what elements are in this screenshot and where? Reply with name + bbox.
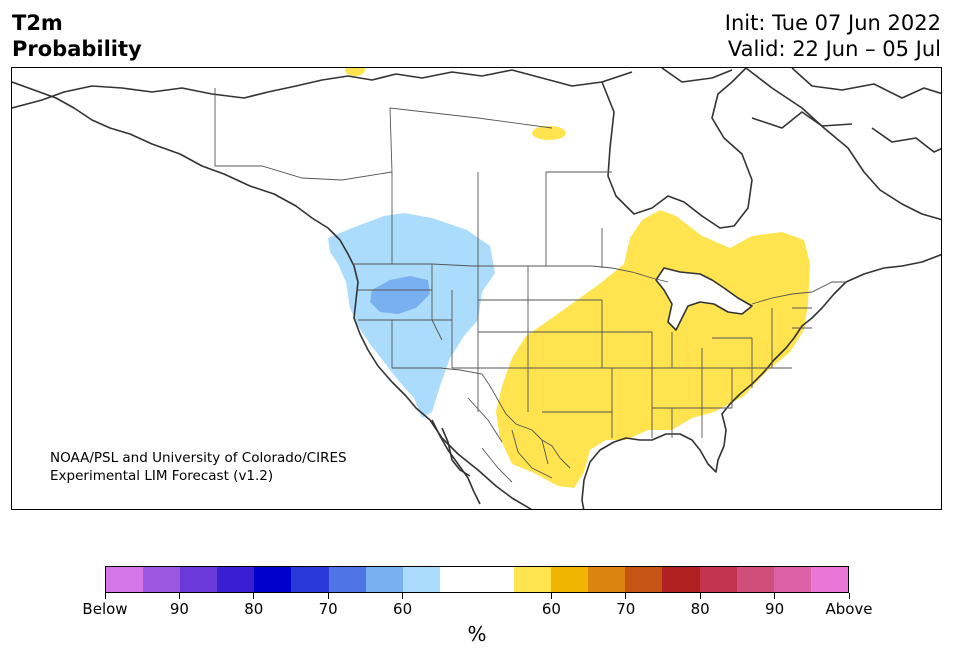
- coastline-arctic: [12, 69, 633, 109]
- coastline-greenland: [791, 68, 941, 99]
- colorbar-unit-label: %: [467, 622, 487, 646]
- colorbar-segment: [106, 567, 144, 592]
- colorbar-tick: [402, 593, 404, 599]
- colorbar-segment: [476, 567, 515, 592]
- colorbar-segment: [143, 567, 181, 592]
- colorbar-segment: [773, 567, 811, 592]
- data-source-credit: NOAA/PSL and University of Colorado/CIRE…: [50, 449, 347, 485]
- forecast-dates: Init: Tue 07 Jun 2022 Valid: 22 Jun – 05…: [725, 10, 941, 62]
- colorbar-tick: [774, 593, 776, 599]
- colorbar-segment: [736, 567, 774, 592]
- colorbar-label: 60: [541, 600, 561, 618]
- colorbar-label: 60: [393, 600, 413, 618]
- us-canada-border: [352, 263, 846, 305]
- coastline-gulf: [581, 433, 725, 509]
- valid-period: Valid: 22 Jun – 05 Jul: [727, 37, 941, 61]
- coastlines: [12, 68, 941, 509]
- colorbar-label: 90: [169, 600, 189, 618]
- coastline-pacific: [12, 81, 533, 509]
- great-lakes: [655, 267, 753, 331]
- colorbar-segment: [625, 567, 663, 592]
- colorbar-label: 80: [244, 600, 264, 618]
- colorbar-tick: [178, 593, 180, 599]
- coastline-baja: [431, 419, 481, 505]
- colorbar-segment: [254, 567, 292, 592]
- below-normal-core-northwest: [370, 276, 430, 314]
- colorbar-tick: [550, 593, 552, 599]
- colorbar-tick: [848, 593, 850, 599]
- colorbar-segment: [217, 567, 255, 592]
- colorbar-segment: [662, 567, 700, 592]
- colorbar-segment: [328, 567, 366, 592]
- colorbar-tick: [699, 593, 701, 599]
- map-panel: NOAA/PSL and University of Colorado/CIRE…: [11, 67, 942, 510]
- above-normal-patch-arctic: [532, 126, 566, 140]
- colorbar-segment: [514, 567, 552, 592]
- below-normal-region-west: [328, 213, 495, 418]
- colorbar-label: 70: [318, 600, 338, 618]
- colorbar-label: 90: [765, 600, 785, 618]
- colorbar-segment: [551, 567, 589, 592]
- canada-provincial-borders: [215, 107, 612, 268]
- colorbar-segment: [402, 567, 440, 592]
- init-date: Init: Tue 07 Jun 2022: [724, 11, 941, 35]
- colorbar-segment: [439, 567, 477, 592]
- colorbar-tick: [327, 593, 329, 599]
- colorbar-label: 80: [690, 600, 710, 618]
- colorbar-segment: [699, 567, 737, 592]
- title-line-1: T2m: [12, 11, 63, 35]
- credit-line-1: NOAA/PSL and University of Colorado/CIRE…: [50, 450, 347, 466]
- figure-title: T2m Probability: [12, 10, 142, 62]
- colorbar-segment: [365, 567, 403, 592]
- colorbar-tick: [253, 593, 255, 599]
- title-line-2: Probability: [12, 37, 142, 61]
- colorbar-label: Above: [825, 600, 873, 618]
- colorbar-tick: [625, 593, 627, 599]
- colorbar-segment: [588, 567, 626, 592]
- arctic-islands: [661, 68, 941, 153]
- coastline-labrador: [745, 68, 941, 221]
- above-normal-region-east: [496, 210, 810, 488]
- colorbar-segment: [810, 567, 848, 592]
- colorbar-segment: [180, 567, 218, 592]
- north-america-map: [12, 68, 941, 509]
- colorbar-tick: [104, 593, 106, 599]
- political-boundaries: [214, 88, 846, 483]
- probability-colorbar: [105, 566, 849, 593]
- colorbar-label: Below: [82, 600, 128, 618]
- colorbar-segment: [291, 567, 329, 592]
- coastline-hudson-bay: [601, 68, 753, 229]
- probability-shading: [328, 68, 810, 488]
- above-normal-patch-top-edge: [345, 68, 365, 76]
- colorbar-label: 70: [616, 600, 636, 618]
- mexico-state-borders: [467, 397, 553, 483]
- us-state-borders: [358, 264, 812, 438]
- credit-line-2: Experimental LIM Forecast (v1.2): [50, 468, 274, 484]
